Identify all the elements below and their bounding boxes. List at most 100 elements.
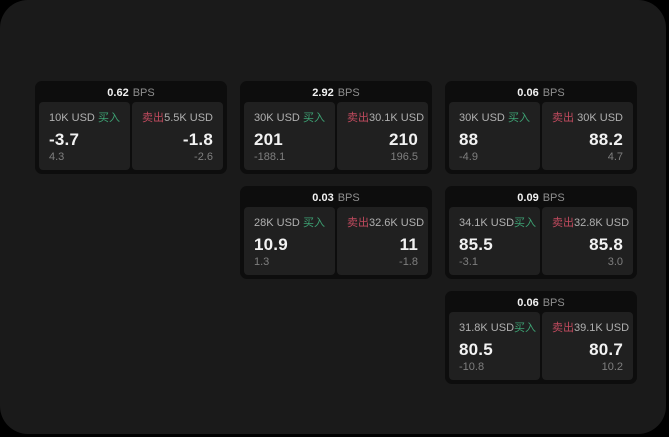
sell-price: 210 bbox=[389, 129, 418, 149]
buy-quote-panel[interactable]: 30K USD 买入 201 -188.1 bbox=[244, 102, 335, 170]
buy-price: 85.5 bbox=[459, 234, 493, 254]
buy-price: 80.5 bbox=[459, 339, 493, 359]
sell-delta: 3.0 bbox=[607, 256, 623, 268]
sell-top-row: 卖出 30K USD bbox=[552, 109, 623, 125]
buy-delta: -3.1 bbox=[459, 256, 478, 268]
sell-top-row: 卖出 32.8K USD bbox=[552, 214, 629, 230]
buy-quote-panel[interactable]: 34.1K USD 买入 85.5 -3.1 bbox=[449, 207, 540, 275]
spread-unit: BPS bbox=[337, 86, 360, 99]
spread-unit: BPS bbox=[132, 86, 155, 99]
sell-size: 30K USD bbox=[577, 112, 623, 124]
sell-delta: -1.8 bbox=[399, 256, 418, 268]
buy-side-label: 买入 bbox=[98, 112, 120, 124]
buy-top-row: 31.8K USD 买入 bbox=[459, 319, 536, 335]
sell-top-row: 卖出 5.5K USD bbox=[142, 109, 213, 125]
buy-price: -3.7 bbox=[49, 129, 80, 149]
sell-top-row: 卖出 39.1K USD bbox=[552, 319, 629, 335]
sell-price: -1.8 bbox=[182, 129, 213, 149]
sell-delta: -2.6 bbox=[194, 151, 213, 163]
buy-delta: 1.3 bbox=[254, 256, 270, 268]
sell-price: 85.8 bbox=[589, 234, 623, 254]
sell-price: 80.7 bbox=[589, 339, 623, 359]
quote-card: 0.06 BPS 31.8K USD 买入 80.5 -10.8 卖出 39.1… bbox=[445, 291, 637, 384]
sell-quote-panel[interactable]: 卖出 39.1K USD 80.7 10.2 bbox=[542, 312, 633, 380]
buy-quote-panel[interactable]: 28K USD 买入 10.9 1.3 bbox=[244, 207, 335, 275]
sell-size: 39.1K USD bbox=[574, 322, 630, 334]
sell-quote-panel[interactable]: 卖出 5.5K USD -1.8 -2.6 bbox=[132, 102, 223, 170]
buy-side-label: 买入 bbox=[303, 217, 325, 229]
spread-header: 0.62 BPS bbox=[35, 81, 227, 102]
sell-side-label: 卖出 bbox=[552, 217, 574, 229]
spread-unit: BPS bbox=[542, 296, 565, 309]
spread-value: 0.09 bbox=[517, 191, 539, 204]
buy-top-row: 30K USD 买入 bbox=[254, 109, 325, 125]
buy-size: 31.8K USD bbox=[459, 322, 515, 334]
spread-unit: BPS bbox=[542, 86, 565, 99]
sell-quote-panel[interactable]: 卖出 32.8K USD 85.8 3.0 bbox=[542, 207, 633, 275]
quote-card: 0.06 BPS 30K USD 买入 88 -4.9 卖出 30K USD bbox=[445, 81, 637, 174]
spread-header: 0.09 BPS bbox=[445, 186, 637, 207]
buy-size: 30K USD bbox=[254, 112, 300, 124]
sell-delta: 10.2 bbox=[601, 361, 623, 373]
quote-grid: 0.62 BPS 10K USD 买入 -3.7 4.3 卖出 5.5K USD bbox=[35, 81, 637, 384]
sell-price: 11 bbox=[399, 234, 418, 254]
quote-panes: 30K USD 买入 88 -4.9 卖出 30K USD 88.2 4.7 bbox=[445, 102, 637, 174]
sell-side-label: 卖出 bbox=[142, 112, 164, 124]
quote-panes: 31.8K USD 买入 80.5 -10.8 卖出 39.1K USD 80.… bbox=[445, 312, 637, 384]
sell-side-label: 卖出 bbox=[552, 322, 574, 334]
buy-size: 28K USD bbox=[254, 217, 300, 229]
quote-card: 2.92 BPS 30K USD 买入 201 -188.1 卖出 30.1K … bbox=[240, 81, 432, 174]
buy-size: 34.1K USD bbox=[459, 217, 515, 229]
spread-value: 0.03 bbox=[312, 191, 334, 204]
buy-top-row: 30K USD 买入 bbox=[459, 109, 530, 125]
buy-side-label: 买入 bbox=[514, 322, 537, 334]
buy-delta: -4.9 bbox=[459, 151, 478, 163]
sell-side-label: 卖出 bbox=[347, 217, 369, 229]
sell-size: 32.6K USD bbox=[369, 217, 425, 229]
buy-quote-panel[interactable]: 31.8K USD 买入 80.5 -10.8 bbox=[449, 312, 540, 380]
sell-size: 30.1K USD bbox=[369, 112, 425, 124]
spread-value: 0.62 bbox=[107, 86, 129, 99]
buy-side-label: 买入 bbox=[508, 112, 530, 124]
buy-delta: -10.8 bbox=[459, 361, 485, 373]
sell-quote-panel[interactable]: 卖出 30.1K USD 210 196.5 bbox=[337, 102, 428, 170]
buy-top-row: 10K USD 买入 bbox=[49, 109, 120, 125]
sell-size: 5.5K USD bbox=[164, 112, 213, 124]
buy-top-row: 28K USD 买入 bbox=[254, 214, 325, 230]
buy-delta: -188.1 bbox=[254, 151, 286, 163]
buy-quote-panel[interactable]: 30K USD 买入 88 -4.9 bbox=[449, 102, 540, 170]
buy-price: 10.9 bbox=[254, 234, 288, 254]
sell-side-label: 卖出 bbox=[347, 112, 369, 124]
spread-header: 2.92 BPS bbox=[240, 81, 432, 102]
sell-delta: 4.7 bbox=[607, 151, 623, 163]
buy-price: 88 bbox=[459, 129, 479, 149]
sell-side-label: 卖出 bbox=[552, 112, 574, 124]
buy-size: 10K USD bbox=[49, 112, 95, 124]
quote-panes: 30K USD 买入 201 -188.1 卖出 30.1K USD 210 1… bbox=[240, 102, 432, 174]
buy-price: 201 bbox=[254, 129, 283, 149]
quote-panes: 10K USD 买入 -3.7 4.3 卖出 5.5K USD -1.8 -2.… bbox=[35, 102, 227, 174]
buy-side-label: 买入 bbox=[303, 112, 325, 124]
buy-quote-panel[interactable]: 10K USD 买入 -3.7 4.3 bbox=[39, 102, 130, 170]
quote-panes: 34.1K USD 买入 85.5 -3.1 卖出 32.8K USD 85.8… bbox=[445, 207, 637, 279]
quote-card: 0.03 BPS 28K USD 买入 10.9 1.3 卖出 32.6K US… bbox=[240, 186, 432, 279]
spread-header: 0.06 BPS bbox=[445, 81, 637, 102]
spread-value: 0.06 bbox=[517, 296, 539, 309]
buy-size: 30K USD bbox=[459, 112, 505, 124]
sell-top-row: 卖出 32.6K USD bbox=[347, 214, 424, 230]
sell-quote-panel[interactable]: 卖出 30K USD 88.2 4.7 bbox=[542, 102, 633, 170]
spread-value: 0.06 bbox=[517, 86, 539, 99]
sell-quote-panel[interactable]: 卖出 32.6K USD 11 -1.8 bbox=[337, 207, 428, 275]
spread-header: 0.06 BPS bbox=[445, 291, 637, 312]
buy-top-row: 34.1K USD 买入 bbox=[459, 214, 536, 230]
quote-panes: 28K USD 买入 10.9 1.3 卖出 32.6K USD 11 -1.8 bbox=[240, 207, 432, 279]
buy-delta: 4.3 bbox=[49, 151, 65, 163]
spread-unit: BPS bbox=[542, 191, 565, 204]
quote-card: 0.62 BPS 10K USD 买入 -3.7 4.3 卖出 5.5K USD bbox=[35, 81, 227, 174]
sell-top-row: 卖出 30.1K USD bbox=[347, 109, 424, 125]
sell-size: 32.8K USD bbox=[574, 217, 630, 229]
sell-delta: 196.5 bbox=[390, 151, 418, 163]
sell-price: 88.2 bbox=[589, 129, 623, 149]
